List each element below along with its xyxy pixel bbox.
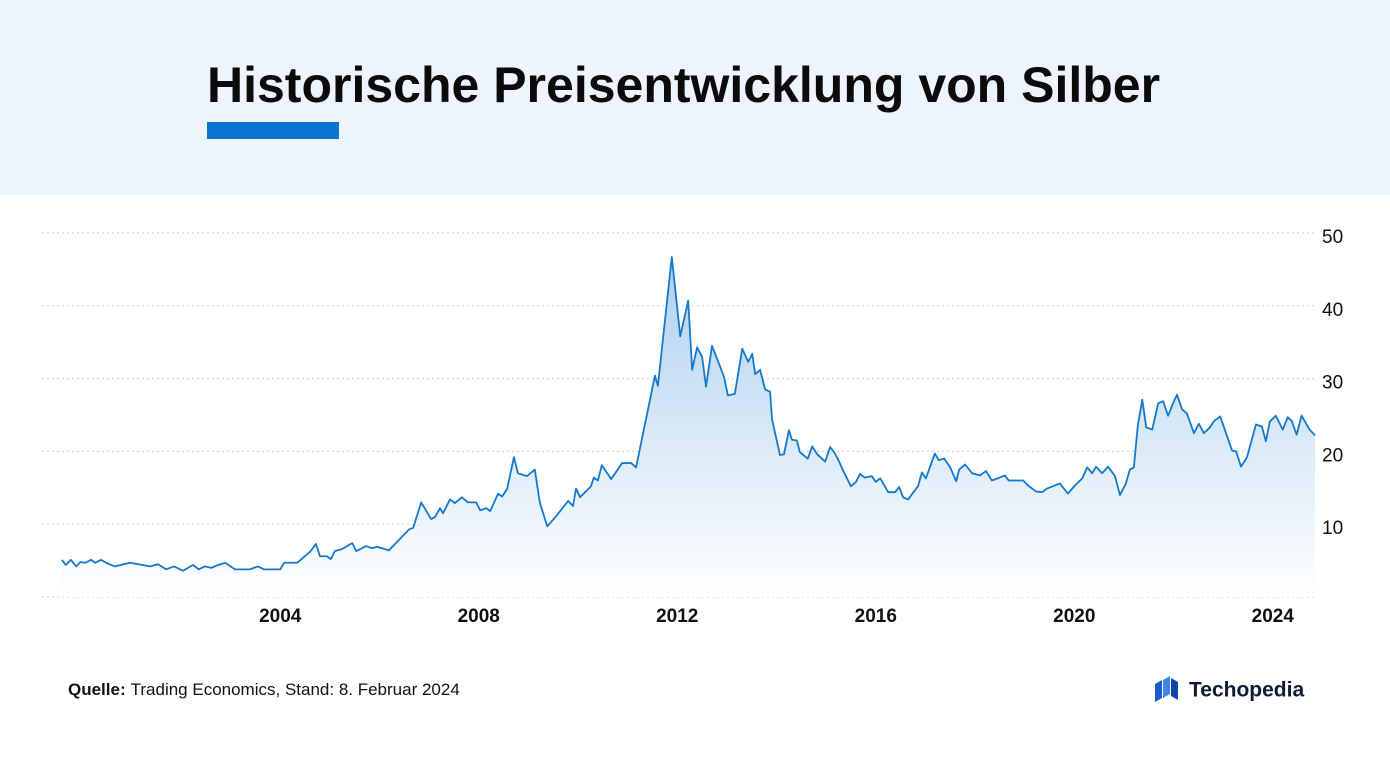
x-tick-label: 2016	[855, 606, 897, 627]
y-tick-label: 30	[1322, 373, 1343, 394]
y-tick-label: 40	[1322, 300, 1343, 321]
source-label: Quelle:	[68, 680, 126, 699]
y-tick-label: 50	[1322, 227, 1343, 248]
source-note: Quelle: Trading Economics, Stand: 8. Febr…	[68, 680, 460, 699]
chart-title: Historische Preisentwicklung von Silber	[207, 57, 1160, 113]
x-tick-label: 2024	[1252, 606, 1295, 627]
x-tick-label: 2020	[1053, 606, 1095, 627]
x-tick-label: 2004	[259, 606, 302, 627]
x-tick-label: 2012	[656, 606, 698, 627]
brand-name: Techopedia	[1189, 679, 1304, 702]
line	[61, 256, 1316, 572]
x-tick-label: 2008	[458, 606, 500, 627]
y-tick-label: 20	[1322, 445, 1343, 466]
y-tick-label: 10	[1322, 518, 1343, 539]
title-underline	[207, 122, 339, 139]
area	[61, 257, 1316, 597]
source-text: Trading Economics, Stand: 8. Februar 202…	[131, 680, 460, 699]
brand-logo	[1155, 676, 1178, 702]
plot-area: 10 20 30 40 50 2004 2008 2012 2016 2020 2024	[42, 227, 1343, 627]
header-band	[0, 0, 1390, 195]
